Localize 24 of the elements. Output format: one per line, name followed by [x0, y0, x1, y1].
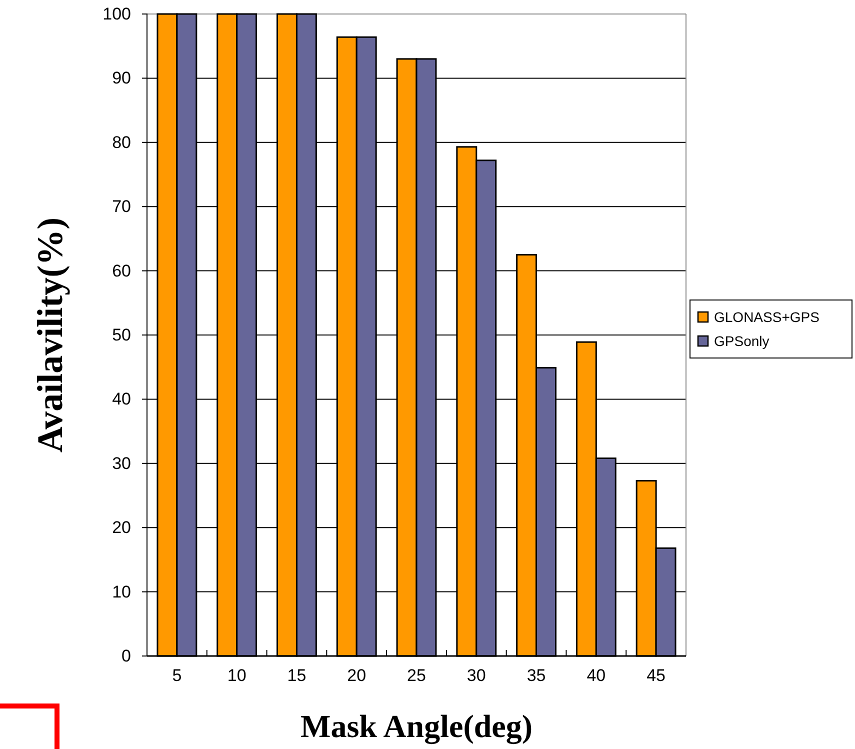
y-tick-label: 40	[112, 390, 131, 409]
x-tick-label: 45	[646, 666, 666, 685]
x-tick-label: 5	[172, 666, 182, 685]
y-tick-label: 0	[122, 646, 131, 666]
x-tick-label: 40	[586, 666, 606, 685]
y-tick-label: 20	[112, 518, 131, 538]
x-tick-label: 35	[526, 666, 546, 685]
y-tick-label: 60	[112, 261, 131, 280]
y-axis-title: Availavility(%)	[30, 217, 70, 453]
y-tick-label: 30	[112, 454, 131, 473]
y-tick-label: 90	[112, 68, 131, 88]
y-tick-label: 10	[112, 582, 131, 602]
y-tick-label: 50	[112, 325, 131, 344]
x-tick-label: 25	[407, 666, 426, 685]
x-tick-label: 30	[466, 666, 486, 685]
y-tick-label: 100	[102, 4, 131, 24]
x-axis-title: Mask Angle(deg)	[300, 708, 532, 745]
y-tick-label: 80	[112, 132, 131, 152]
x-tick-label: 15	[287, 666, 306, 685]
legend-label: GLONASS+GPS	[714, 309, 820, 325]
y-tick-label: 70	[112, 197, 131, 216]
x-tick-label: 10	[227, 666, 246, 685]
legend-label: GPSonly	[714, 333, 770, 349]
x-tick-label: 20	[347, 666, 366, 685]
